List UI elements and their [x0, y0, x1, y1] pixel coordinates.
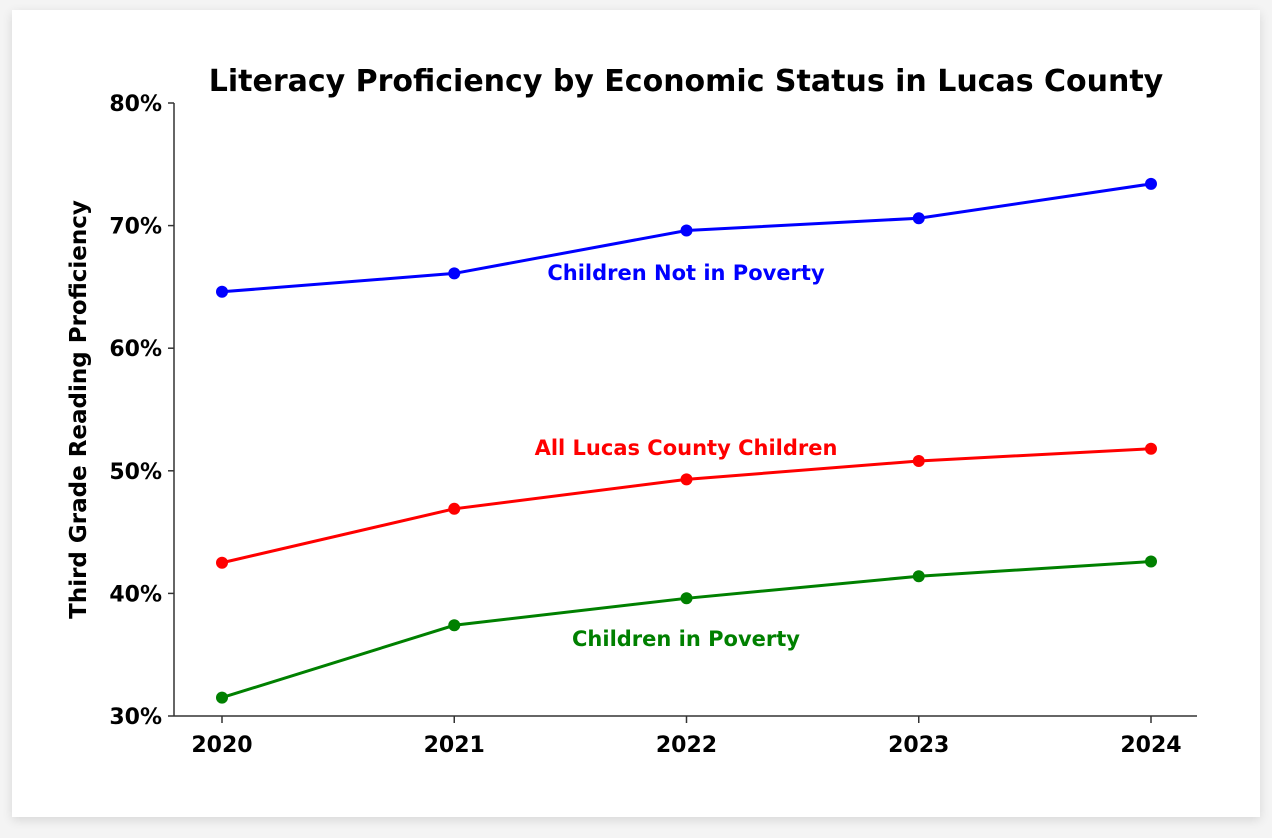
data-point: [680, 592, 693, 605]
y-tick-label: 40%: [109, 582, 162, 607]
series-label: Children Not in Poverty: [547, 261, 825, 285]
y-tick-label: 30%: [109, 705, 162, 730]
data-point: [448, 619, 461, 632]
data-point: [448, 267, 461, 280]
y-tick-label: 50%: [109, 460, 162, 485]
data-point: [216, 556, 228, 569]
x-tick-label: 2021: [424, 733, 485, 758]
data-point: [216, 691, 228, 704]
x-tick-label: 2022: [656, 733, 717, 758]
data-point: [1145, 555, 1157, 568]
x-tick-label: 2020: [191, 733, 252, 758]
series-label: All Lucas County Children: [535, 436, 838, 460]
x-tick-label: 2023: [888, 733, 949, 758]
data-point: [680, 224, 693, 237]
y-tick-label: 80%: [109, 92, 162, 117]
data-point: [680, 473, 693, 486]
series-label: Children in Poverty: [572, 627, 800, 651]
data-point: [448, 502, 461, 515]
data-point: [1145, 177, 1157, 190]
chart-card: [12, 10, 1260, 817]
data-point: [1145, 442, 1157, 455]
y-axis-label: Third Grade Reading Proficiency: [66, 200, 92, 619]
data-point: [912, 212, 925, 225]
x-tick-label: 2024: [1120, 733, 1181, 758]
y-tick-label: 60%: [109, 337, 162, 362]
series-line-1: [221, 447, 1152, 565]
y-tick-label: 70%: [109, 215, 162, 240]
data-point: [912, 454, 925, 467]
chart-title: Literacy Proficiency by Economic Status …: [209, 64, 1164, 99]
data-point: [912, 570, 925, 583]
data-point: [216, 285, 228, 298]
